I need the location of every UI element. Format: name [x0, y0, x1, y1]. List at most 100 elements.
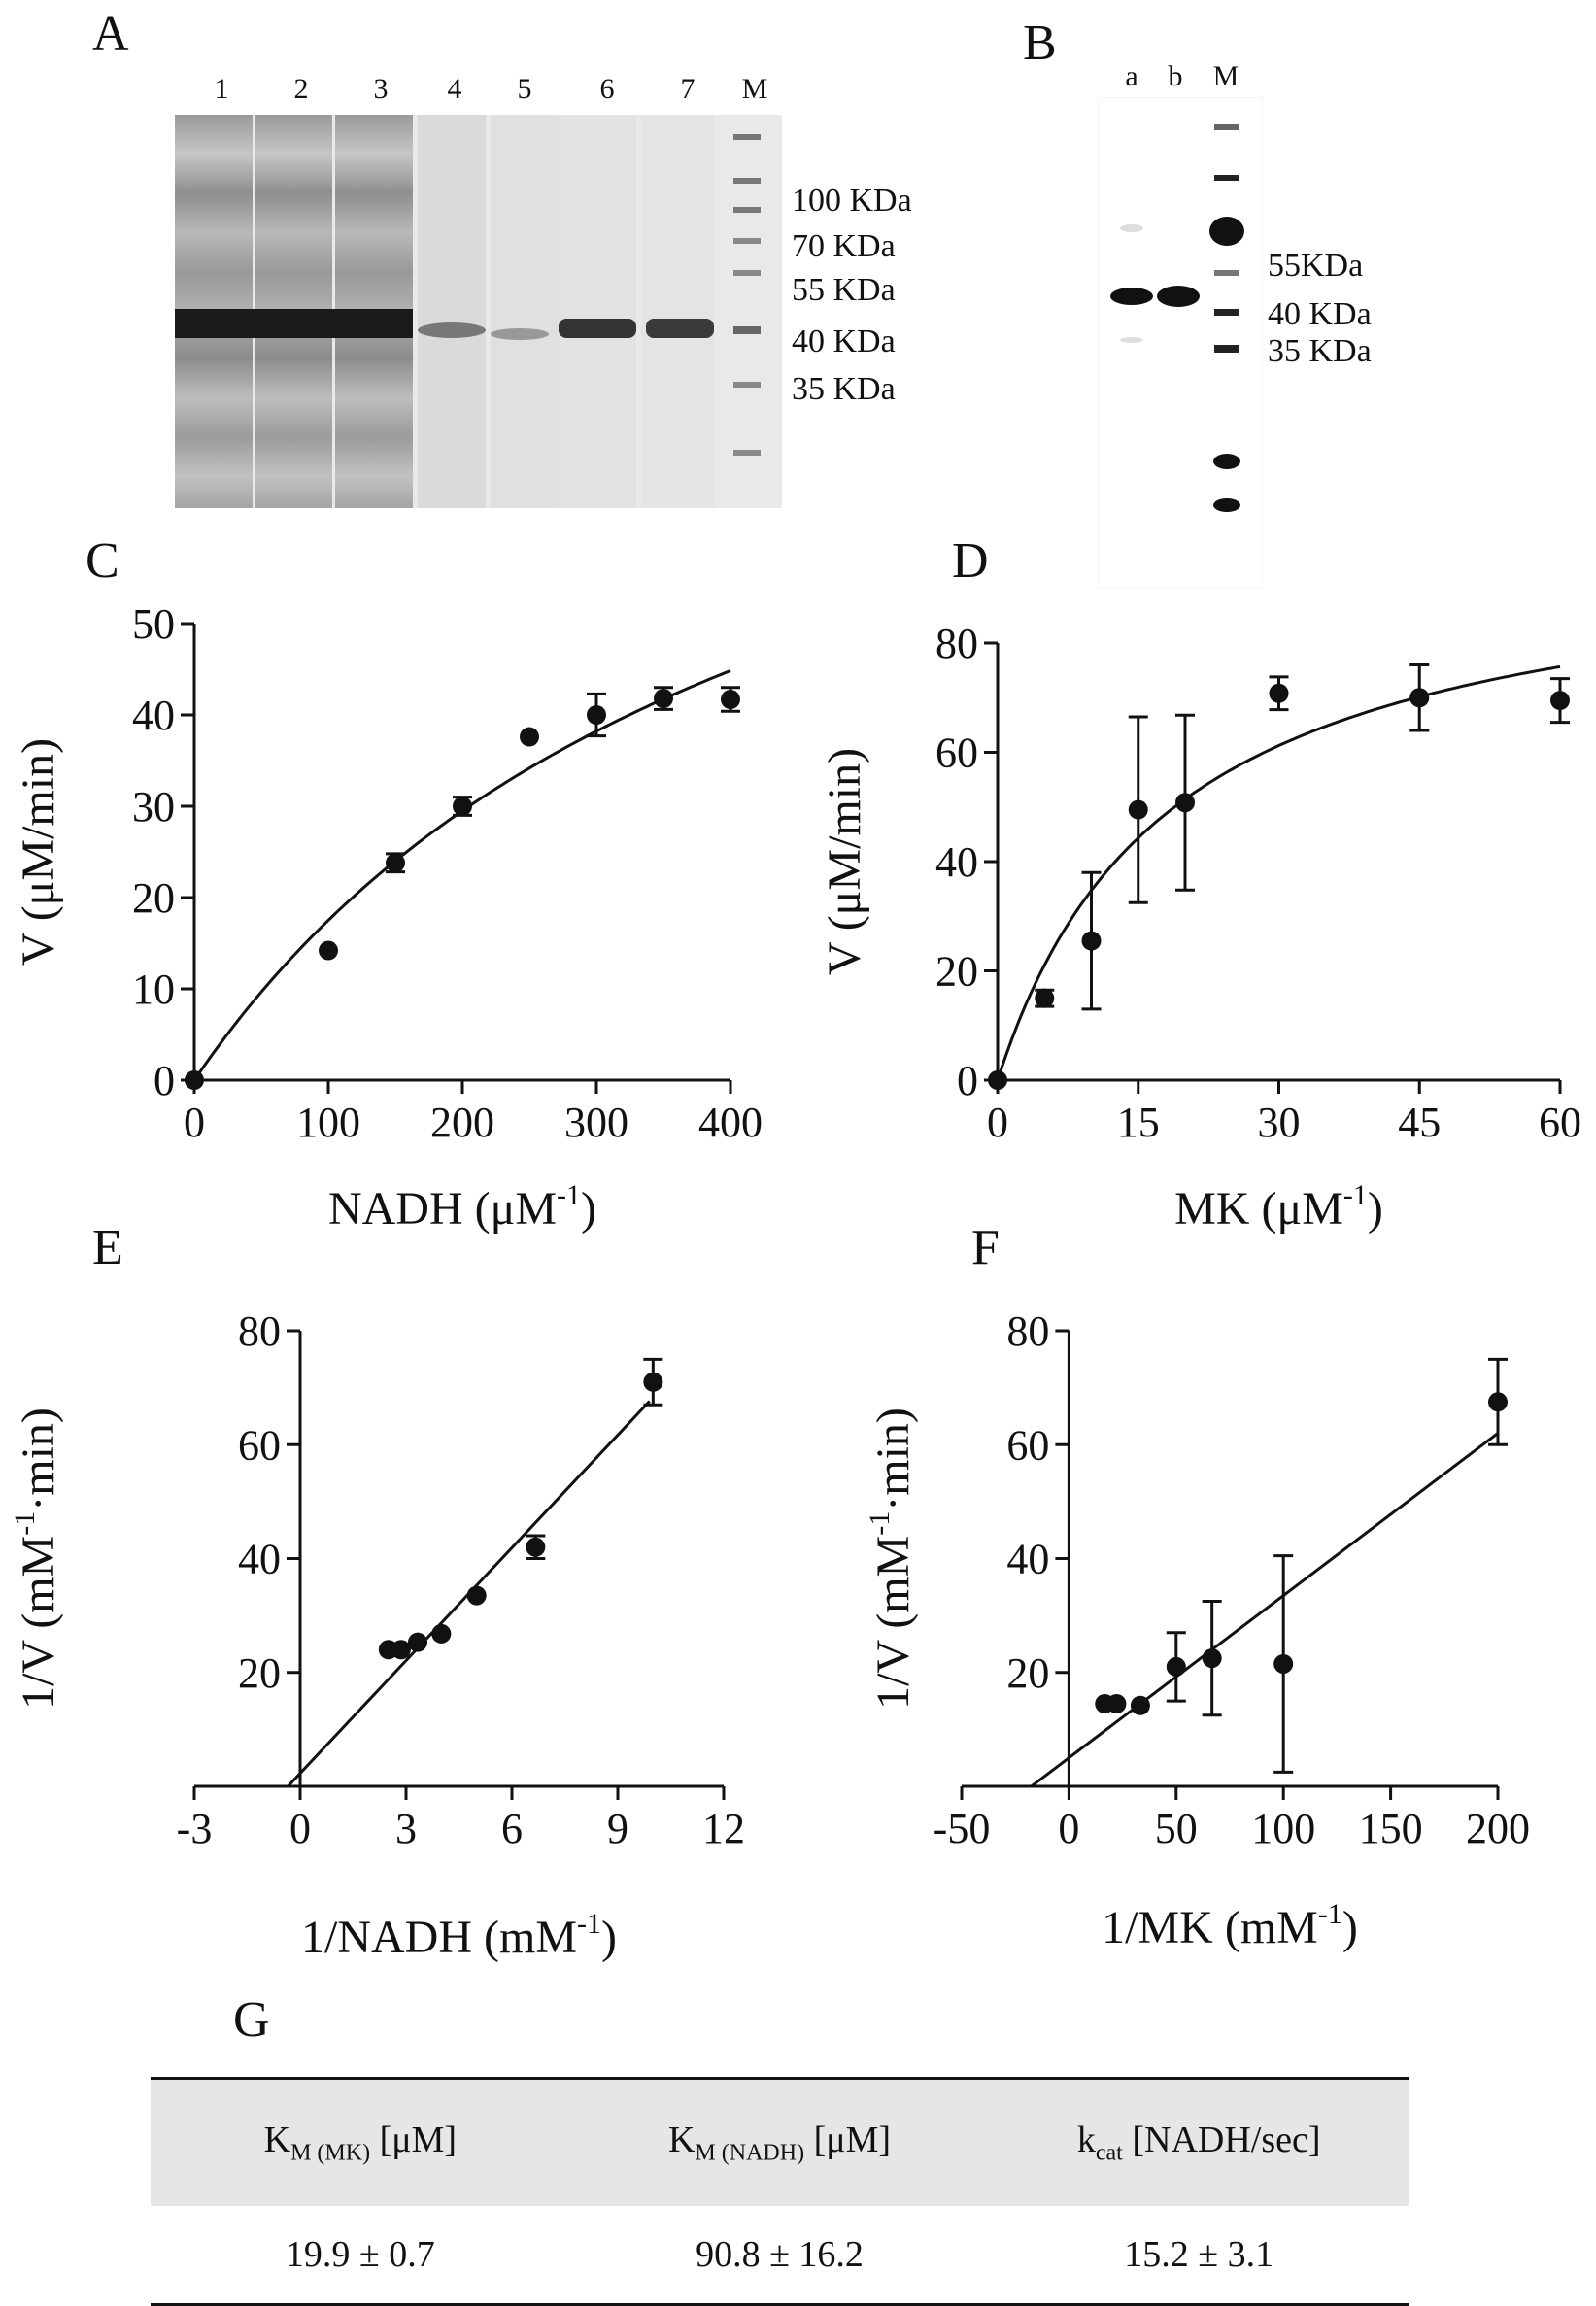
gel-a-lane-label: 7	[680, 73, 696, 105]
header-kcat: kcat [NADH/sec]	[1076, 2119, 1321, 2166]
x-axis-label-text: 1/MK (mM	[1102, 1902, 1318, 1953]
blot-b-marker-label: 40 KDa	[1268, 296, 1372, 332]
y-tick-label: 60	[238, 1421, 281, 1469]
data-point	[431, 1623, 452, 1644]
data-point	[466, 1585, 487, 1606]
data-point	[319, 940, 338, 961]
y-axis-label-text: 1/V (mM	[13, 1536, 64, 1710]
header-km-nadh: KM (NADH) [μM]	[667, 2119, 892, 2166]
x-tick-label: 0	[1058, 1805, 1079, 1852]
fit-curve	[1030, 1432, 1499, 1788]
gel-a-lane-label: 1	[214, 73, 229, 105]
y-tick-label: 80	[238, 1307, 281, 1355]
x-tick-label: -50	[934, 1805, 991, 1852]
y-tick-label: 20	[238, 1649, 281, 1697]
panel-label-c: C	[85, 533, 119, 589]
data-point	[721, 690, 740, 710]
y-tick-label: 30	[132, 783, 175, 831]
y-axis-label-text: V (μM/min)	[819, 748, 870, 975]
data-point	[1202, 1648, 1222, 1669]
x-tick-label: 50	[1155, 1805, 1198, 1852]
x-axis-label-sup: -1	[577, 1908, 601, 1940]
y-tick-label: 40	[1006, 1536, 1049, 1583]
y-axis-label-sup: -1	[864, 1511, 896, 1536]
y-tick-label: 40	[132, 692, 175, 739]
data-point	[1409, 688, 1430, 708]
x-tick-label: 60	[1539, 1099, 1581, 1146]
data-point	[1130, 1695, 1150, 1715]
panel-label-a: A	[92, 6, 129, 61]
panel-label-f: F	[971, 1220, 1000, 1275]
table-header-row: KM (MK) [μM] KM (NADH) [μM] kcat [NADH/s…	[151, 2077, 1409, 2206]
y-axis-label: V (μM/min)	[819, 748, 870, 975]
y-tick-label: 20	[1006, 1649, 1049, 1697]
x-tick-label: 100	[1251, 1805, 1315, 1852]
x-axis-label-text: MK (μM	[1174, 1183, 1343, 1235]
x-tick-label: 150	[1359, 1805, 1423, 1852]
gel-a-marker-label: 35 KDa	[792, 371, 896, 407]
y-tick-label: 80	[1006, 1307, 1049, 1355]
blot-b-lane-label: M	[1212, 60, 1239, 92]
data-point	[1166, 1656, 1186, 1677]
x-tick-label: 12	[702, 1805, 745, 1852]
fit-curve	[192, 669, 731, 1081]
data-point	[1269, 683, 1289, 703]
gel-a-lane-label: 6	[599, 73, 615, 105]
y-tick-label: 60	[935, 729, 978, 777]
y-axis-label: 1/V (mM-1·min)	[864, 1407, 919, 1710]
y-axis-label-sup: -1	[9, 1511, 41, 1536]
data-point	[526, 1537, 546, 1557]
data-point	[520, 727, 539, 747]
y-axis-label-end: ·min)	[867, 1407, 919, 1511]
data-point	[1081, 931, 1102, 951]
x-tick-label: 100	[296, 1099, 360, 1146]
x-tick-label: 3	[395, 1805, 417, 1852]
x-axis-label-text: NADH (μM	[328, 1183, 557, 1235]
panel-label-e: E	[92, 1220, 123, 1275]
y-tick-label: 20	[132, 874, 175, 922]
data-point	[1035, 988, 1055, 1008]
x-tick-label: 0	[987, 1099, 1008, 1146]
gel-a-marker-label: 55 KDa	[792, 272, 896, 308]
y-tick-label: 50	[132, 600, 175, 648]
western-blot	[1098, 97, 1263, 588]
y-tick-label: 80	[935, 620, 978, 667]
data-point	[1273, 1653, 1294, 1674]
x-axis-label: 1/MK (mM-1)	[1102, 1898, 1358, 1953]
x-tick-label: 200	[430, 1099, 494, 1146]
x-tick-label: 30	[1258, 1099, 1301, 1146]
y-axis-label: V (μM/min)	[13, 738, 64, 966]
data-point	[386, 853, 405, 873]
data-point	[407, 1632, 427, 1652]
y-axis-label-text: 1/V (mM	[867, 1536, 919, 1710]
value-kcat: 15.2 ± 3.1	[1124, 2234, 1274, 2275]
gel-a-lane-label: M	[741, 73, 768, 105]
data-point	[654, 689, 673, 709]
x-axis-label: MK (μM-1)	[1174, 1179, 1383, 1235]
x-axis-label-end: )	[601, 1912, 617, 1963]
data-point	[1128, 799, 1148, 820]
header-km-mk: KM (MK) [μM]	[263, 2119, 458, 2166]
data-point	[643, 1372, 663, 1392]
x-axis-label-end: )	[1342, 1902, 1358, 1953]
y-tick-label: 0	[957, 1057, 978, 1104]
y-tick-label: 0	[153, 1057, 175, 1104]
panel-label-b: B	[1023, 16, 1057, 71]
x-tick-label: 0	[289, 1805, 311, 1852]
data-point	[453, 797, 472, 816]
blot-b-marker-label: 55KDa	[1268, 248, 1364, 284]
y-tick-label: 60	[1006, 1421, 1049, 1469]
x-axis-label-end: )	[1368, 1183, 1383, 1235]
kinetic-parameters-table: KM (MK) [μM] KM (NADH) [μM] kcat [NADH/s…	[151, 2077, 1409, 2306]
data-point	[391, 1640, 411, 1660]
gel-a-marker-label: 100 KDa	[792, 183, 912, 219]
blot-b-lane-label: a	[1125, 60, 1138, 92]
data-point	[1106, 1693, 1127, 1713]
x-axis-label-end: )	[581, 1183, 596, 1235]
x-tick-label: 0	[184, 1099, 205, 1146]
y-tick-label: 20	[935, 948, 978, 996]
y-tick-label: 40	[238, 1536, 281, 1583]
x-tick-label: 15	[1117, 1099, 1160, 1146]
data-point	[185, 1070, 204, 1090]
